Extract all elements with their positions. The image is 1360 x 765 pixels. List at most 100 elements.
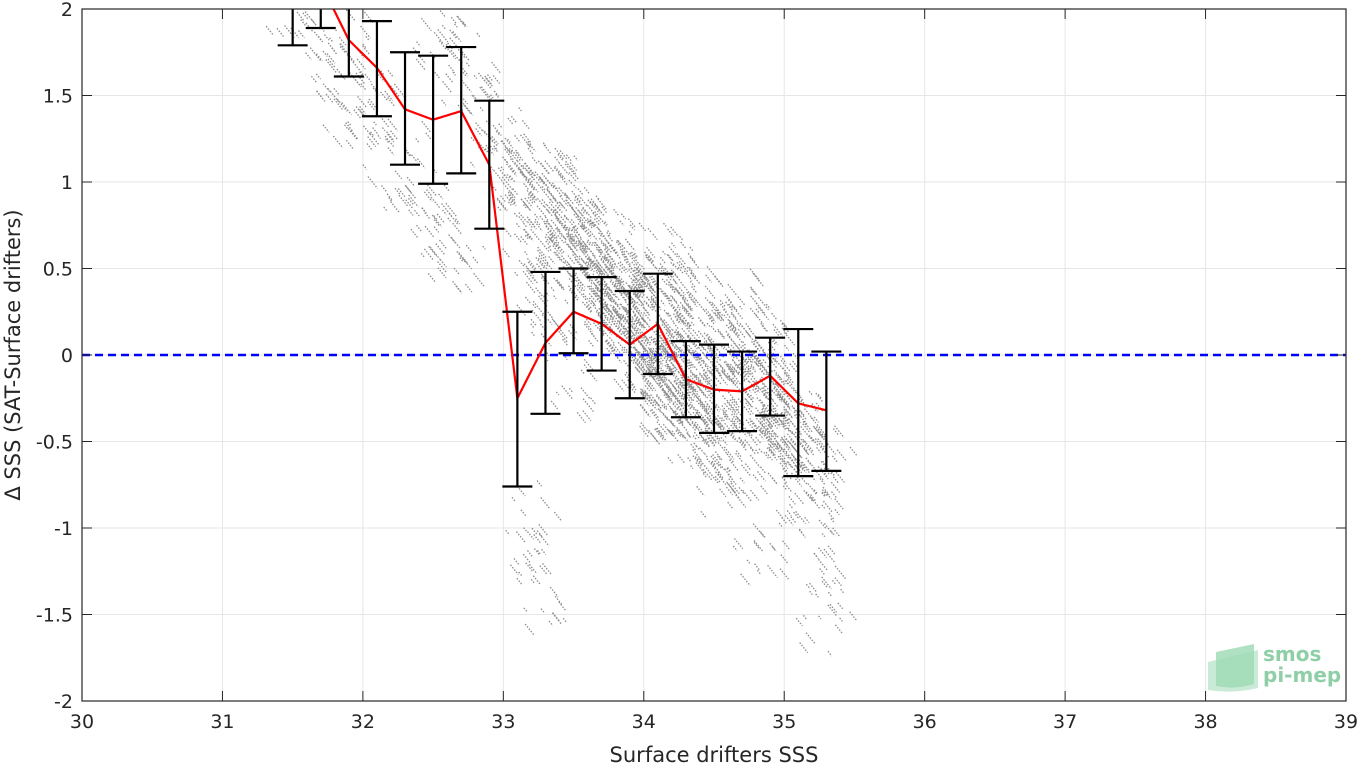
scatter-point: [525, 562, 534, 573]
scatter-point: [662, 250, 666, 255]
scatter-point: [660, 379, 670, 391]
scatter-point: [802, 421, 808, 427]
scatter-point: [431, 214, 443, 228]
scatter-point: [797, 462, 807, 474]
scatter-point: [542, 563, 553, 576]
scatter-point: [774, 386, 785, 399]
scatter-point: [742, 489, 753, 502]
scatter-point: [676, 261, 683, 269]
scatter-point: [727, 363, 736, 374]
scatter-point: [671, 295, 678, 304]
scatter-point: [438, 193, 444, 200]
scatter-point: [710, 455, 720, 467]
scatter-point: [515, 151, 524, 162]
scatter-point: [676, 379, 681, 384]
scatter-point: [711, 460, 717, 466]
scatter-point: [689, 403, 695, 411]
scatter-point: [714, 475, 721, 483]
scatter-point: [666, 386, 674, 395]
scatter-point: [553, 209, 558, 214]
scatter-point: [580, 225, 592, 239]
scatter-point: [733, 342, 743, 354]
scatter-point: [782, 420, 788, 427]
scatter-point: [543, 206, 551, 214]
scatter-point: [574, 234, 578, 238]
scatter-point: [634, 319, 641, 327]
scatter-point: [428, 245, 437, 257]
scatter-point: [732, 377, 738, 385]
scatter-point: [621, 379, 631, 391]
scatter-point: [620, 303, 625, 309]
scatter-point: [612, 309, 622, 321]
scatter-point: [416, 158, 426, 169]
scatter-point: [534, 171, 546, 185]
scatter-point: [472, 94, 478, 100]
scatter-point: [580, 369, 585, 375]
scatter-point: [672, 392, 682, 404]
scatter-point: [821, 491, 827, 497]
scatter-point: [626, 315, 636, 327]
scatter-point: [821, 504, 827, 510]
scatter-point: [698, 387, 709, 400]
x-tick-label: 31: [210, 711, 234, 733]
scatter-point: [688, 359, 699, 372]
scatter-point: [809, 437, 814, 442]
scatter-point: [659, 352, 669, 363]
scatter-point: [703, 453, 709, 458]
scatter-point: [577, 194, 588, 207]
scatter-point: [731, 418, 737, 425]
scatter-point: [442, 80, 452, 93]
scatter-point: [666, 365, 675, 376]
scatter-point: [755, 302, 766, 315]
scatter-point: [520, 198, 529, 209]
scatter-point: [646, 296, 653, 304]
scatter-point: [821, 576, 832, 590]
scatter-point: [741, 464, 751, 477]
scatter-point: [454, 23, 458, 28]
scatter-point: [660, 345, 664, 350]
scatter-point: [635, 318, 644, 329]
scatter-point: [770, 338, 776, 345]
scatter-point: [781, 476, 787, 482]
scatter-point: [332, 135, 344, 149]
scatter-point: [700, 417, 711, 431]
scatter-point: [490, 94, 494, 99]
scatter-point: [781, 476, 788, 485]
scatter-point: [615, 241, 626, 254]
y-tick-label: 2: [61, 0, 73, 21]
scatter-point: [813, 416, 819, 423]
scatter-point: [706, 380, 716, 392]
scatter-point: [759, 418, 769, 430]
scatter-point: [709, 410, 715, 417]
scatter-point: [604, 316, 613, 327]
scatter-point: [524, 197, 534, 208]
scatter-point: [463, 104, 473, 116]
scatter-point: [554, 156, 560, 163]
scatter-point: [487, 134, 499, 147]
scatter-point: [576, 288, 587, 301]
y-tick-label: 1: [61, 172, 73, 194]
scatter-point: [462, 71, 468, 78]
scatter-point: [704, 296, 716, 311]
scatter-point: [627, 379, 637, 391]
scatter-point: [773, 442, 782, 453]
mean-series-line: [332, 9, 827, 412]
scatter-point: [791, 405, 802, 417]
scatter-point: [661, 404, 667, 411]
scatter-point: [709, 417, 715, 424]
scatter-point: [679, 383, 684, 388]
scatter-point: [766, 428, 777, 440]
scatter-point: [650, 359, 655, 365]
scatter-point: [827, 545, 836, 556]
scatter-point: [615, 310, 627, 325]
scatter-point: [805, 583, 811, 590]
scatter-point: [611, 247, 622, 261]
scatter-point: [639, 404, 651, 418]
scatter-point: [567, 255, 576, 265]
scatter-point: [728, 376, 735, 383]
scatter-point: [682, 294, 689, 303]
scatter-point: [785, 379, 797, 394]
scatter-point: [760, 376, 766, 382]
scatter-point: [755, 407, 766, 420]
scatter-point: [646, 354, 655, 365]
